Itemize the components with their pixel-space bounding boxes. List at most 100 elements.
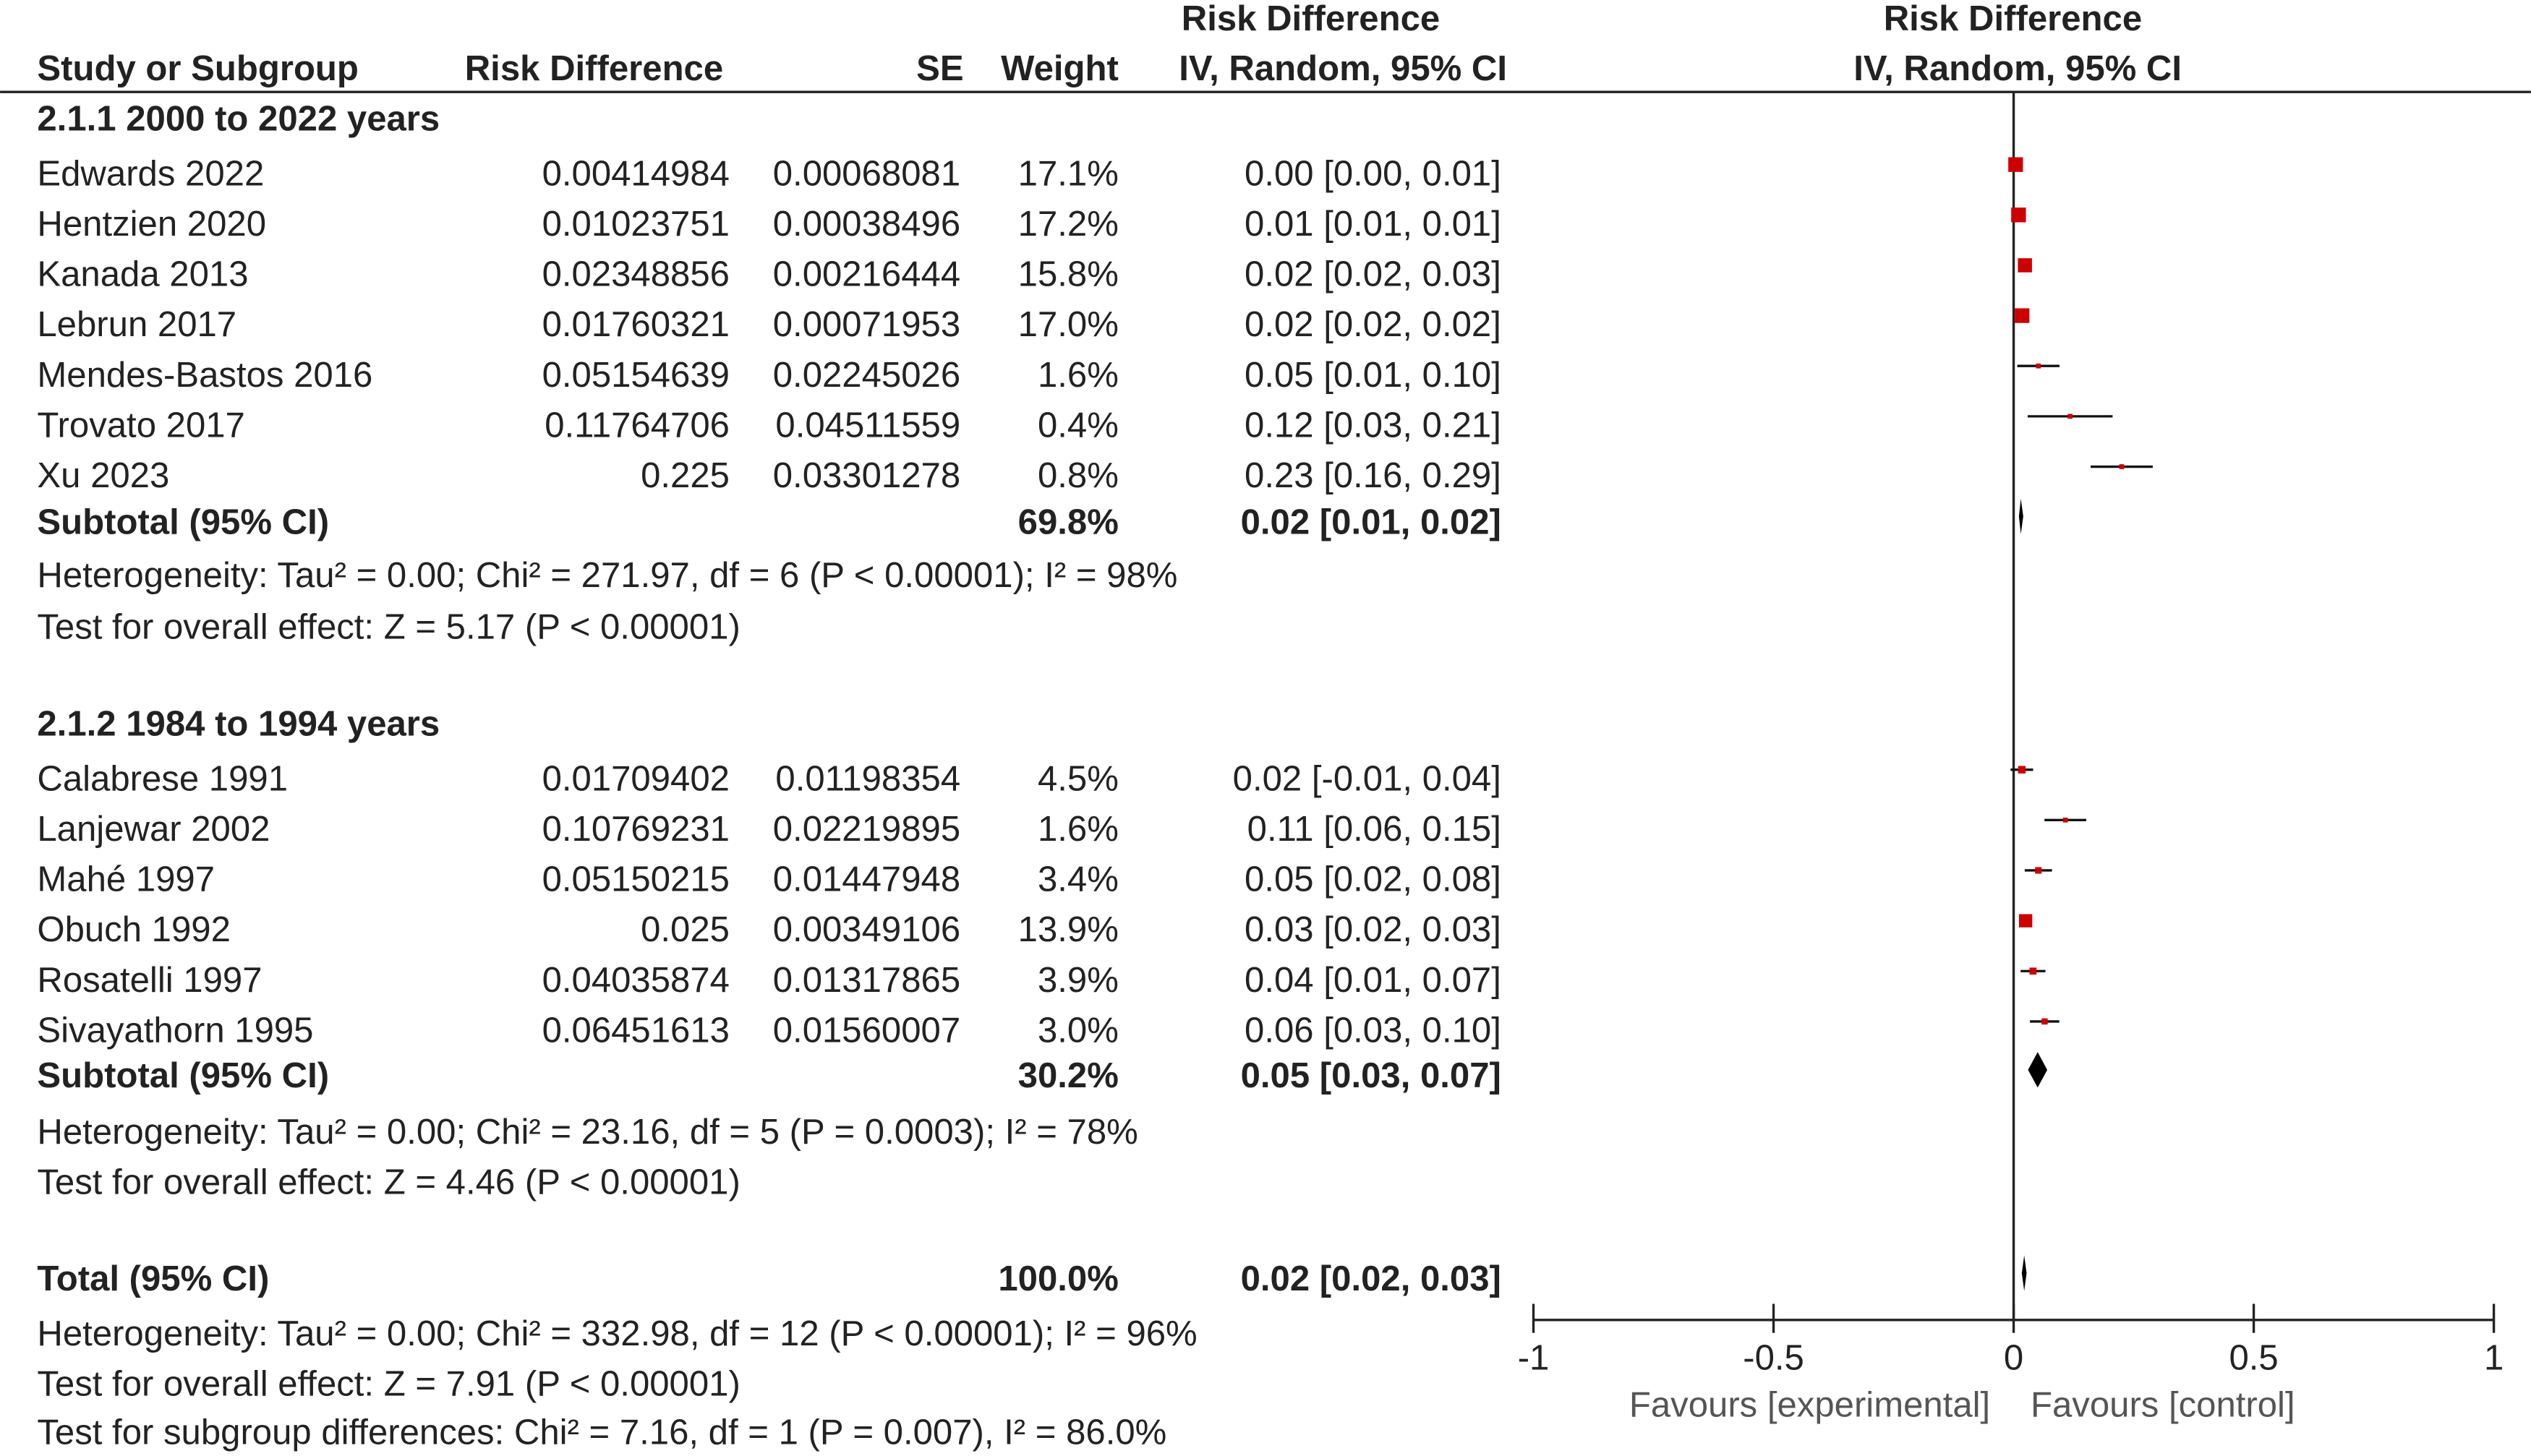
study-marker (2119, 464, 2125, 469)
subtotal-weight: 30.2% (1018, 1056, 1119, 1095)
study-name: Kanada 2013 (37, 255, 248, 294)
weight-value: 17.2% (1018, 205, 1119, 244)
diamond (2018, 498, 2023, 534)
study-name: Sivayathorn 1995 (37, 1011, 313, 1050)
total-weight: 100.0% (998, 1259, 1119, 1298)
ci-value: 0.12 [0.03, 0.21] (1245, 406, 1501, 445)
study-marker (2018, 766, 2026, 774)
se-value: 0.00038496 (773, 205, 960, 244)
study-name: Lanjewar 2002 (37, 810, 270, 849)
study-name: Hentzien 2020 (37, 205, 266, 244)
rd-value: 0.01023751 (542, 205, 730, 244)
study-name: Trovato 2017 (37, 406, 244, 445)
study-marker (2062, 817, 2068, 823)
heterogeneity: Heterogeneity: Tau² = 0.00; Chi² = 271.9… (37, 556, 1177, 595)
overall-effect: Test for overall effect: Z = 5.17 (P < 0… (37, 607, 740, 646)
study-marker (2008, 157, 2023, 172)
weight-value: 15.8% (1018, 255, 1119, 294)
ci-value: 0.02 [0.02, 0.03] (1245, 255, 1501, 294)
x-tick-label: 0.5 (2229, 1339, 2278, 1378)
se-value: 0.00068081 (773, 154, 960, 193)
se-value: 0.01198354 (775, 759, 960, 798)
ci-value: 0.05 [0.01, 0.10] (1245, 356, 1501, 395)
diamond (2028, 1052, 2048, 1088)
overall-effect: Test for overall effect: Z = 4.46 (P < 0… (37, 1162, 740, 1202)
se-value: 0.02245026 (773, 356, 960, 395)
rd-value: 0.00414984 (542, 154, 730, 193)
study-marker (2067, 414, 2073, 419)
weight-value: 4.5% (1038, 759, 1119, 798)
rd-value: 0.06451613 (542, 1011, 730, 1050)
rd-value: 0.05154639 (542, 356, 730, 395)
heterogeneity: Heterogeneity: Tau² = 0.00; Chi² = 332.9… (37, 1314, 1197, 1353)
rd-value: 0.04035874 (542, 961, 730, 1000)
ci-value: 0.01 [0.01, 0.01] (1245, 205, 1501, 244)
overall-effect: Test for overall effect: Z = 7.91 (P < 0… (37, 1364, 740, 1403)
x-tick-label: -0.5 (1743, 1339, 1804, 1378)
subtotal-weight: 69.8% (1018, 502, 1119, 541)
se-value: 0.00071953 (773, 305, 960, 344)
study-marker (2011, 207, 2026, 223)
rd-value: 0.025 (641, 910, 730, 949)
total-ci: 0.02 [0.02, 0.03] (1241, 1259, 1501, 1298)
study-name: Lebrun 2017 (37, 305, 236, 344)
study-name: Mendes-Bastos 2016 (37, 356, 372, 395)
x-label-right: Favours [control] (2031, 1385, 2295, 1424)
subtotal-ci: 0.02 [0.01, 0.02] (1241, 502, 1501, 541)
ci-value: 0.11 [0.06, 0.15] (1247, 810, 1501, 849)
rd-value: 0.05150215 (542, 860, 730, 899)
se-value: 0.01447948 (773, 860, 960, 899)
rd-value: 0.01709402 (542, 759, 730, 798)
study-name: Calabrese 1991 (37, 759, 288, 798)
header: Study or Subgroup (37, 49, 359, 88)
weight-value: 1.6% (1038, 356, 1119, 395)
se-value: 0.02219895 (773, 810, 960, 849)
weight-value: 3.4% (1038, 860, 1119, 899)
rd-value: 0.01760321 (542, 305, 730, 344)
study-name: Rosatelli 1997 (37, 961, 262, 1000)
header: Risk Difference (465, 49, 723, 88)
weight-value: 0.8% (1038, 456, 1119, 495)
ci-value: 0.02 [-0.01, 0.04] (1233, 759, 1501, 798)
header: SE (916, 49, 964, 88)
weight-value: 1.6% (1038, 810, 1119, 849)
study-marker (2029, 967, 2037, 975)
ci-value: 0.02 [0.02, 0.02] (1245, 305, 1501, 344)
subtotal-label: Subtotal (95% CI) (37, 1056, 329, 1095)
heterogeneity: Heterogeneity: Tau² = 0.00; Chi² = 23.16… (37, 1113, 1138, 1152)
header: Risk Difference (1884, 0, 2142, 38)
ci-value: 0.00 [0.00, 0.01] (1245, 154, 1501, 193)
ci-value: 0.23 [0.16, 0.29] (1245, 456, 1501, 495)
rd-value: 0.11764706 (545, 406, 730, 445)
weight-value: 13.9% (1018, 910, 1119, 949)
subtotal-ci: 0.05 [0.03, 0.07] (1241, 1056, 1501, 1095)
group-title: 2.1.2 1984 to 1994 years (37, 704, 440, 743)
x-tick-label: -1 (1518, 1339, 1550, 1378)
study-name: Obuch 1992 (37, 910, 231, 949)
study-marker (2018, 258, 2032, 273)
se-value: 0.00349106 (773, 910, 960, 949)
ci-value: 0.05 [0.02, 0.08] (1245, 860, 1501, 899)
study-name: Edwards 2022 (37, 154, 264, 193)
weight-value: 3.9% (1038, 961, 1119, 1000)
rd-value: 0.10769231 (542, 810, 730, 849)
weight-value: 17.0% (1018, 305, 1119, 344)
study-marker (2015, 308, 2030, 323)
se-value: 0.01317865 (773, 961, 960, 1000)
subtotal-label: Subtotal (95% CI) (37, 502, 329, 541)
ci-value: 0.03 [0.02, 0.03] (1245, 910, 1501, 949)
total-label: Total (95% CI) (37, 1259, 269, 1298)
weight-value: 17.1% (1018, 154, 1119, 193)
header: Risk Difference (1182, 0, 1440, 38)
study-marker (2019, 914, 2033, 928)
header: IV, Random, 95% CI (1853, 49, 2182, 88)
se-value: 0.03301278 (773, 456, 960, 495)
se-value: 0.04511559 (775, 406, 960, 445)
rd-value: 0.225 (641, 456, 730, 495)
study-name: Mahé 1997 (37, 860, 215, 899)
ci-value: 0.06 [0.03, 0.10] (1245, 1011, 1501, 1050)
header: IV, Random, 95% CI (1179, 49, 1507, 88)
weight-value: 3.0% (1038, 1011, 1119, 1050)
x-tick-label: 0 (2004, 1339, 2023, 1378)
